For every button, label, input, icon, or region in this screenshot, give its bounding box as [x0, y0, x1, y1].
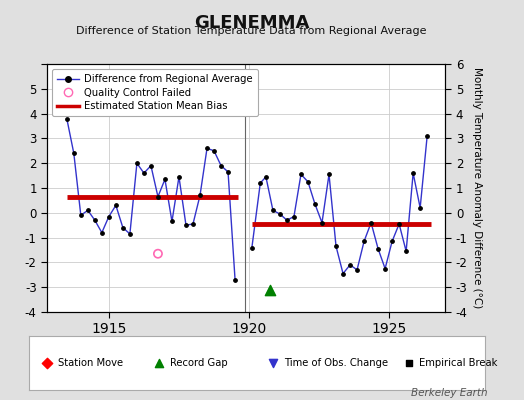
Point — [325, 171, 333, 178]
Point — [217, 162, 225, 169]
Point — [224, 169, 232, 175]
Legend: Difference from Regional Average, Quality Control Failed, Estimated Station Mean: Difference from Regional Average, Qualit… — [52, 69, 258, 116]
Point — [140, 170, 148, 176]
Point — [147, 162, 155, 169]
Text: Berkeley Earth: Berkeley Earth — [411, 388, 487, 398]
Text: Record Gap: Record Gap — [170, 358, 228, 368]
Point — [367, 220, 375, 226]
Point — [168, 218, 176, 225]
Point — [283, 217, 291, 224]
Point — [97, 230, 106, 236]
Point — [133, 160, 141, 166]
Point — [248, 244, 256, 251]
Point — [418, 114, 427, 121]
Point — [409, 170, 417, 176]
Text: Empirical Break: Empirical Break — [419, 358, 497, 368]
Point — [402, 248, 410, 254]
Text: GLENEMMA: GLENEMMA — [194, 14, 309, 32]
Point — [266, 286, 274, 293]
Point — [269, 207, 277, 214]
Text: Station Move: Station Move — [59, 358, 124, 368]
Point — [70, 150, 78, 156]
Point — [339, 270, 347, 277]
Point — [360, 238, 368, 244]
Point — [196, 192, 204, 199]
Point — [126, 231, 134, 237]
Point — [154, 250, 162, 257]
Point — [112, 202, 120, 208]
Point — [346, 262, 354, 268]
Point — [77, 212, 85, 218]
Point — [304, 178, 312, 185]
Point — [62, 115, 71, 122]
Point — [91, 217, 99, 224]
Point — [84, 207, 92, 214]
Point — [203, 145, 211, 152]
Point — [297, 171, 305, 178]
Point — [182, 222, 190, 228]
Point — [353, 267, 361, 273]
Y-axis label: Monthly Temperature Anomaly Difference (°C): Monthly Temperature Anomaly Difference (… — [472, 67, 482, 309]
Text: Difference of Station Temperature Data from Regional Average: Difference of Station Temperature Data f… — [77, 26, 427, 36]
Point — [290, 213, 298, 220]
Point — [161, 176, 169, 182]
Point — [332, 243, 340, 250]
Point — [175, 174, 183, 180]
Point — [388, 238, 396, 244]
Point — [189, 221, 197, 227]
Point — [256, 180, 265, 186]
Point — [311, 201, 319, 207]
Point — [381, 266, 389, 272]
Point — [119, 224, 127, 231]
Point — [318, 220, 326, 226]
Text: Time of Obs. Change: Time of Obs. Change — [284, 358, 388, 368]
Point — [416, 205, 424, 211]
Point — [231, 276, 239, 283]
Point — [276, 211, 284, 217]
Point — [210, 148, 218, 154]
Point — [395, 221, 403, 227]
Point — [154, 194, 162, 200]
Point — [423, 133, 431, 139]
Point — [105, 213, 113, 220]
Point — [261, 174, 270, 180]
Point — [374, 246, 383, 252]
